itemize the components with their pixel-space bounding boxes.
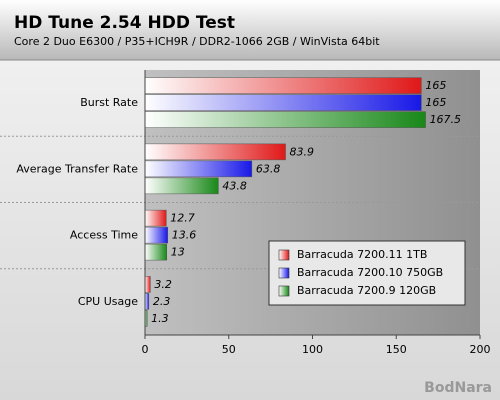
bar	[144, 77, 422, 94]
bar	[144, 209, 167, 227]
legend-swatch	[278, 285, 290, 297]
x-tick-label: 200	[470, 343, 491, 356]
header	[0, 0, 500, 60]
y-tick-label: Burst Rate	[80, 96, 138, 109]
bar	[144, 293, 150, 310]
x-tick-label: 0	[142, 343, 149, 356]
x-tick-label: 50	[222, 343, 236, 356]
chart-title: HD Tune 2.54 HDD Test	[14, 13, 235, 33]
value-label: 63.8	[256, 162, 280, 175]
x-tick-label: 100	[302, 343, 323, 356]
bar	[144, 243, 168, 261]
bar	[144, 111, 426, 128]
bar	[144, 143, 286, 161]
value-label: 83.9	[290, 145, 315, 158]
value-label: 165	[425, 79, 446, 92]
value-label: 2.3	[153, 295, 171, 308]
legend-label: Barracuda 7200.11 1TB	[297, 248, 427, 261]
y-tick-label: Access Time	[70, 229, 138, 242]
bar	[144, 177, 219, 195]
value-label: 167.5	[430, 113, 462, 126]
legend-box	[268, 240, 466, 306]
bar	[144, 276, 151, 293]
legend-swatch	[278, 249, 290, 261]
x-tick-label: 150	[386, 343, 407, 356]
value-label: 165	[425, 96, 446, 109]
y-tick-label: CPU Usage	[78, 295, 138, 308]
bar	[144, 160, 253, 178]
value-label: 43.8	[222, 179, 247, 192]
watermark: BodNara	[424, 380, 492, 396]
bar	[144, 94, 422, 111]
value-label: 12.7	[170, 212, 195, 225]
chart-subtitle: Core 2 Duo E6300 / P35+ICH9R / DDR2-1066…	[14, 35, 380, 48]
value-label: 13	[171, 246, 185, 259]
y-tick-label: Average Transfer Rate	[16, 162, 138, 175]
bar	[144, 226, 169, 244]
value-label: 3.2	[154, 278, 172, 291]
value-label: 13.6	[172, 229, 197, 242]
value-label: 1.3	[151, 312, 169, 325]
legend-label: Barracuda 7200.10 750GB	[297, 266, 443, 279]
legend-swatch	[278, 267, 290, 279]
legend-label: Barracuda 7200.9 120GB	[297, 284, 436, 297]
